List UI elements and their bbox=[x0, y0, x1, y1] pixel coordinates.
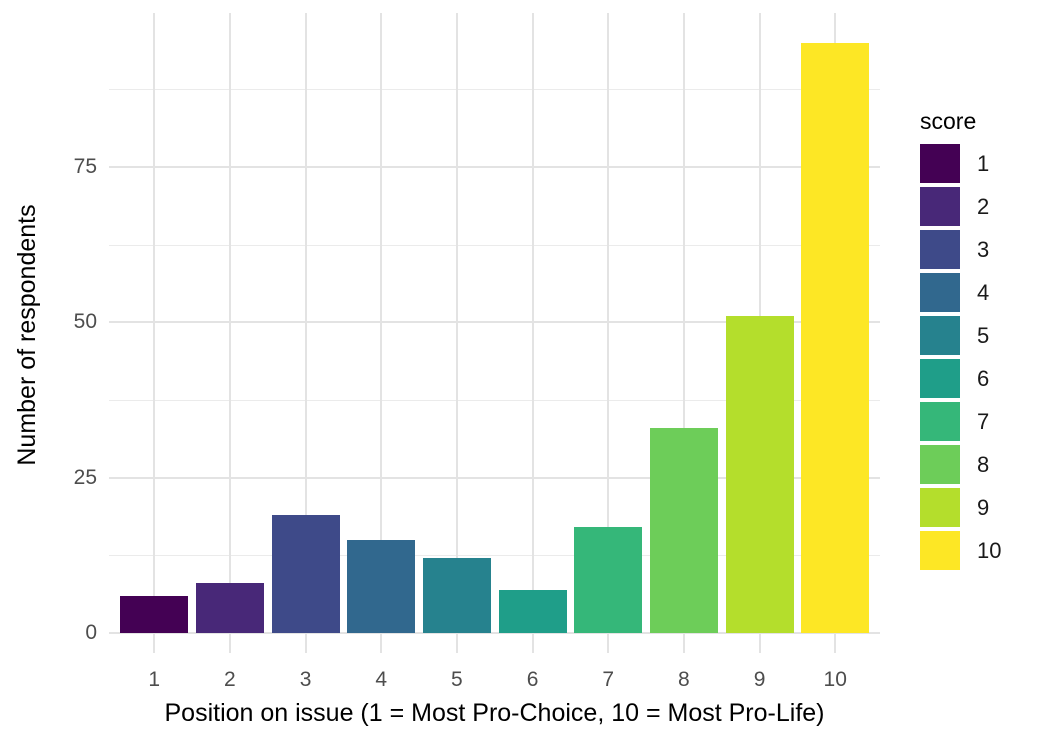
major-gridline bbox=[109, 166, 880, 169]
vertical-gridline bbox=[682, 13, 685, 653]
y-tick-label: 0 bbox=[85, 621, 97, 644]
y-tick-label: 75 bbox=[73, 155, 97, 179]
minor-gridline bbox=[109, 555, 880, 557]
bar bbox=[649, 427, 718, 633]
legend-entry: 9 bbox=[920, 488, 1030, 527]
legend-entry: 3 bbox=[920, 230, 1030, 269]
minor-gridline bbox=[109, 244, 880, 246]
legend-entry: 8 bbox=[920, 445, 1030, 484]
bar bbox=[725, 316, 794, 633]
legend-label: 8 bbox=[977, 452, 990, 477]
x-tick-label: 5 bbox=[451, 668, 463, 691]
major-gridline bbox=[109, 476, 880, 479]
legend-label: 3 bbox=[977, 237, 990, 262]
y-tick-label: 50 bbox=[73, 310, 97, 334]
x-tick-label: 8 bbox=[678, 668, 690, 691]
bar bbox=[574, 527, 643, 633]
minor-gridline bbox=[109, 400, 880, 402]
legend-swatch bbox=[920, 359, 960, 398]
bar bbox=[422, 558, 491, 633]
legend-swatch bbox=[920, 316, 960, 355]
x-tick-label: 1 bbox=[148, 668, 161, 691]
x-tick-label: 9 bbox=[753, 668, 766, 691]
vertical-gridline bbox=[304, 13, 307, 653]
major-gridline bbox=[109, 321, 880, 324]
legend-swatch bbox=[920, 488, 960, 527]
x-tick-label: 6 bbox=[526, 668, 539, 691]
major-gridline bbox=[109, 632, 880, 634]
vertical-gridline bbox=[153, 13, 156, 653]
x-tick-label: 10 bbox=[823, 668, 847, 691]
legend-label: 4 bbox=[977, 280, 990, 305]
vertical-gridline bbox=[380, 13, 383, 653]
minor-gridline bbox=[109, 89, 880, 91]
legend-entry: 2 bbox=[920, 187, 1030, 226]
legend-label: 10 bbox=[977, 538, 1002, 563]
x-axis-title: Position on issue (1 = Most Pro-Choice, … bbox=[164, 699, 825, 727]
vertical-gridline bbox=[607, 13, 610, 653]
legend-entry: 6 bbox=[920, 359, 1030, 398]
bar bbox=[271, 514, 340, 633]
vertical-gridline bbox=[455, 13, 458, 653]
legend-label: 5 bbox=[977, 323, 990, 348]
legend-swatch bbox=[920, 273, 960, 312]
bar bbox=[498, 589, 567, 633]
bar bbox=[801, 42, 870, 633]
legend-swatch bbox=[920, 445, 960, 484]
x-tick-label: 3 bbox=[299, 668, 312, 691]
legend-entry: 7 bbox=[920, 402, 1030, 441]
legend-swatch bbox=[920, 187, 960, 226]
legend-entry: 4 bbox=[920, 273, 1030, 312]
bar bbox=[347, 539, 416, 633]
bar bbox=[120, 595, 189, 633]
legend-title: score bbox=[920, 108, 977, 134]
x-tick-label: 2 bbox=[224, 668, 236, 691]
legend-entry: 5 bbox=[920, 316, 1030, 355]
legend-swatch bbox=[920, 531, 960, 570]
legend-label: 7 bbox=[977, 409, 990, 434]
bar bbox=[195, 583, 264, 633]
legend-swatch bbox=[920, 144, 960, 183]
y-tick-label: 25 bbox=[73, 465, 97, 489]
legend-label: 1 bbox=[977, 151, 990, 176]
vertical-gridline bbox=[228, 13, 231, 653]
x-tick-label: 4 bbox=[375, 668, 388, 691]
legend-label: 2 bbox=[977, 194, 990, 219]
legend-label: 9 bbox=[977, 495, 990, 520]
legend-swatch bbox=[920, 402, 960, 441]
vertical-gridline bbox=[531, 13, 534, 653]
legend-items: 1 2 3 4 5 6 7 8 9 10 bbox=[920, 144, 1030, 570]
plot-panel bbox=[109, 13, 880, 653]
legend-entry: 10 bbox=[920, 531, 1030, 570]
legend: score 1 2 3 4 5 6 7 8 9 10 bbox=[920, 108, 1030, 574]
legend-swatch bbox=[920, 230, 960, 269]
x-tick-label: 7 bbox=[602, 668, 615, 691]
legend-label: 6 bbox=[977, 366, 990, 391]
legend-entry: 1 bbox=[920, 144, 1030, 183]
